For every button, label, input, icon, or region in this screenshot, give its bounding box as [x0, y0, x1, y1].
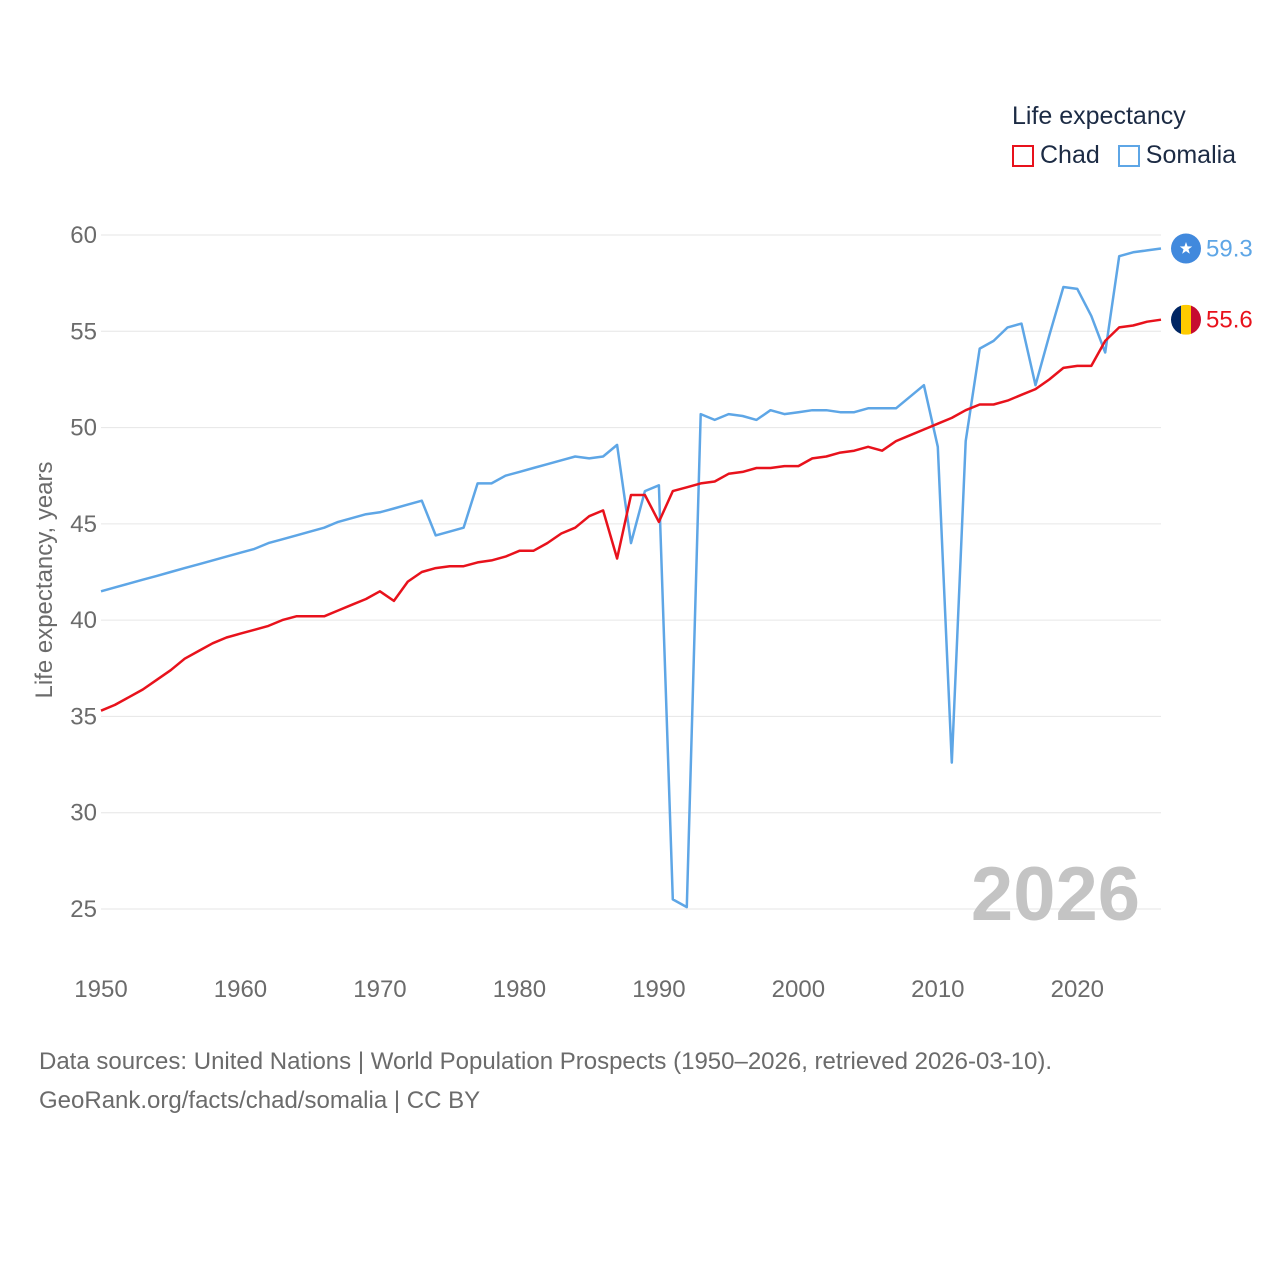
footer: Data sources: United Nations | World Pop…: [39, 1042, 1052, 1120]
y-axis-label: Life expectancy, years: [31, 461, 58, 698]
y-tick-label: 55: [70, 318, 97, 345]
data-source-note: Data sources: United Nations | World Pop…: [39, 1048, 1053, 1075]
legend-swatch-somalia: [1117, 144, 1140, 167]
legend-swatch-chad: [1012, 144, 1034, 167]
legend: Life expectancy Chad Somalia: [1012, 100, 1254, 170]
year-watermark: 2026: [971, 852, 1140, 937]
legend-label-somalia: Somalia: [1145, 141, 1237, 169]
gridlines: [101, 234, 1161, 910]
y-tick-label: 30: [70, 800, 97, 827]
x-axis-ticks: 1950 1960 1970 1980 1990 2000 2010 2020: [74, 976, 1104, 1003]
y-tick-label: 45: [70, 511, 97, 538]
y-tick-label: 35: [70, 703, 97, 730]
somalia-end-value: 59.3: [1206, 235, 1253, 262]
x-tick-label: 2010: [911, 976, 964, 1003]
legend-label-chad: Chad: [1040, 141, 1100, 169]
x-tick-label: 2000: [772, 976, 825, 1003]
x-tick-label: 1970: [353, 976, 406, 1003]
chad-end-value: 55.6: [1206, 307, 1253, 334]
attribution-note: GeoRank.org/facts/chad/somalia | CC BY: [39, 1087, 481, 1114]
x-tick-label: 1950: [74, 976, 127, 1003]
y-tick-label: 50: [70, 415, 97, 442]
y-tick-label: 40: [70, 607, 97, 634]
y-tick-label: 25: [70, 896, 97, 923]
series-line-chad: [100, 318, 1162, 712]
y-tick-label: 60: [70, 222, 97, 249]
y-axis-ticks: 25 30 35 40 45 50 55 60: [70, 222, 97, 923]
x-tick-label: 1960: [214, 976, 267, 1003]
x-tick-label: 1990: [632, 976, 685, 1003]
star-icon: [1179, 241, 1193, 254]
somalia-flag-icon: [1171, 233, 1201, 264]
legend-title: Life expectancy: [1012, 102, 1186, 130]
series-line-somalia: [100, 247, 1162, 909]
series-lines: [100, 247, 1162, 909]
chad-flag-icon: [1171, 304, 1201, 335]
x-tick-label: 2020: [1051, 976, 1104, 1003]
legend-item-somalia[interactable]: Somalia: [1117, 141, 1237, 170]
x-tick-label: 1980: [493, 976, 546, 1003]
legend-item-chad[interactable]: Chad: [1012, 141, 1100, 170]
